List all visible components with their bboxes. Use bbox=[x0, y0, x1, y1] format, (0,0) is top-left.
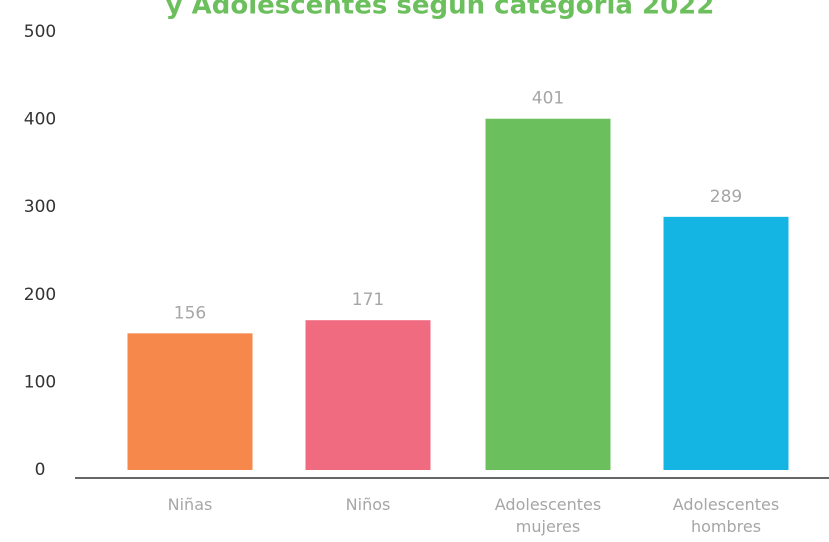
y-tick-label: 500 bbox=[24, 22, 56, 42]
x-tick-label: Niñas bbox=[167, 495, 213, 514]
data-label: 171 bbox=[352, 290, 384, 310]
bar bbox=[305, 320, 431, 470]
y-tick-label: 200 bbox=[24, 285, 56, 305]
x-tick-label: Niños bbox=[345, 495, 391, 514]
y-tick-label: 400 bbox=[24, 110, 56, 130]
bar bbox=[663, 216, 789, 470]
x-tick-label: Adolescentes hombres bbox=[672, 495, 780, 536]
data-label: 401 bbox=[532, 89, 564, 109]
y-tick-label: 0 bbox=[35, 460, 46, 480]
bar bbox=[485, 118, 611, 470]
data-label: 289 bbox=[710, 187, 742, 207]
data-label: 156 bbox=[174, 303, 206, 323]
y-tick-label: 100 bbox=[24, 372, 56, 392]
y-tick-label: 300 bbox=[24, 197, 56, 217]
chart-title: y Adolescentes según categoría 2022 bbox=[166, 0, 715, 21]
x-tick-label: Adolescentes mujeres bbox=[494, 495, 602, 536]
bar bbox=[127, 333, 253, 470]
